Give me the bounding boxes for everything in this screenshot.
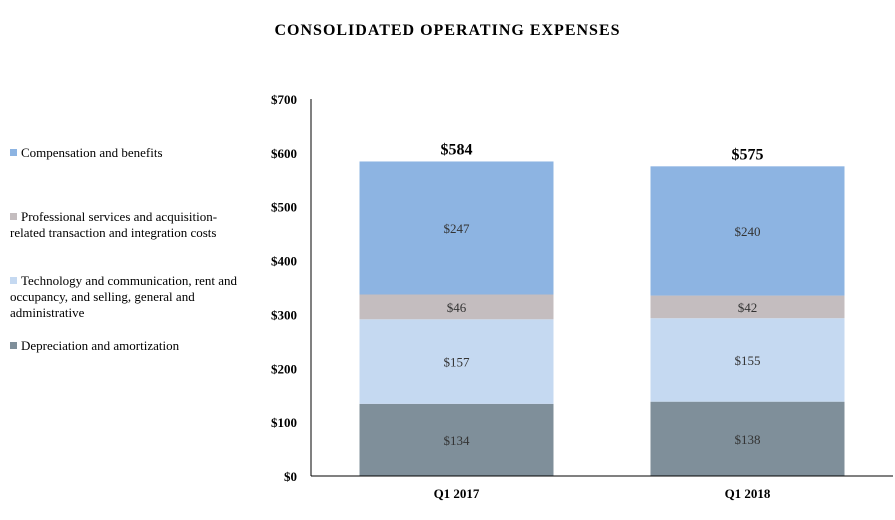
y-tick-label: $400 <box>271 254 297 269</box>
total-label: $584 <box>441 141 473 158</box>
total-label: $575 <box>732 146 764 163</box>
legend-swatch <box>10 342 17 349</box>
bar-segment <box>650 166 845 296</box>
segment-label: $46 <box>447 300 467 315</box>
y-tick-label: $300 <box>271 307 297 322</box>
legend-swatch <box>10 277 17 284</box>
segment-label: $247 <box>444 221 471 236</box>
bar-segment <box>650 295 845 319</box>
bar-segment <box>650 318 845 402</box>
legend-item-depreciation: Depreciation and amortization <box>10 338 250 354</box>
bar-segment <box>359 161 554 295</box>
legend-item-technology: Technology and communication, rent and o… <box>10 273 238 320</box>
legend-item-compensation: Compensation and benefits <box>10 145 250 161</box>
x-tick-label: Q1 2017 <box>434 486 480 501</box>
y-tick-label: $0 <box>284 469 297 484</box>
chart-title: CONSOLIDATED OPERATING EXPENSES <box>274 22 621 39</box>
y-tick-label: $200 <box>271 361 297 376</box>
bar-segment <box>650 401 845 476</box>
segment-label: $240 <box>735 224 761 239</box>
bar-segment <box>359 294 554 320</box>
bar-segment <box>359 319 554 404</box>
legend-swatch <box>10 149 17 156</box>
legend-swatch <box>10 213 17 220</box>
bar-segment <box>359 403 554 476</box>
segment-label: $134 <box>444 433 471 448</box>
segment-label: $42 <box>738 300 758 315</box>
y-tick-label: $100 <box>271 415 297 430</box>
segment-label: $155 <box>735 353 761 368</box>
legend-item-professional: Professional services and acquisition-re… <box>10 209 218 240</box>
y-tick-label: $600 <box>271 146 297 161</box>
x-tick-label: Q1 2018 <box>725 486 771 501</box>
segment-label: $138 <box>735 432 761 447</box>
y-tick-label: $500 <box>271 200 297 215</box>
y-tick-label: $700 <box>271 92 297 107</box>
segment-label: $157 <box>444 355 471 370</box>
